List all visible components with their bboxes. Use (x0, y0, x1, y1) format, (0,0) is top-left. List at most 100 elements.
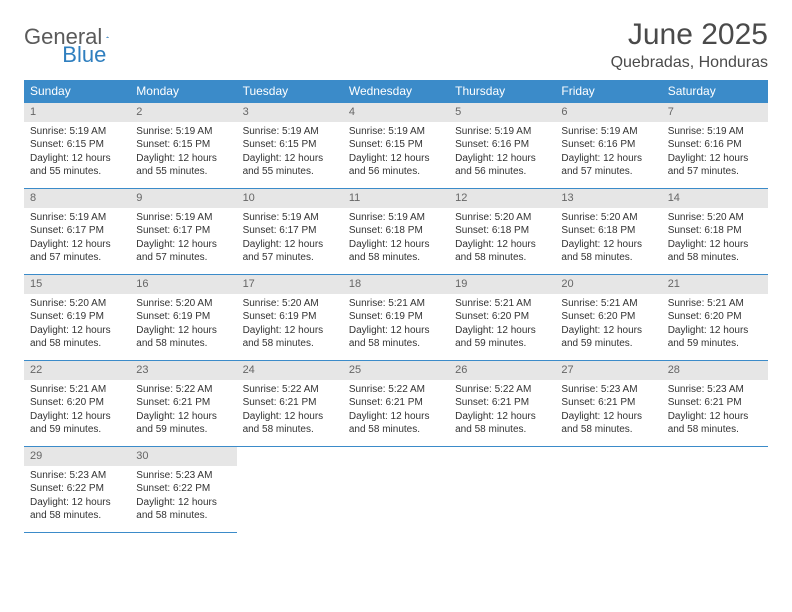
day-body: Sunrise: 5:19 AMSunset: 6:16 PMDaylight:… (555, 122, 661, 183)
calendar-week: 15Sunrise: 5:20 AMSunset: 6:19 PMDayligh… (24, 275, 768, 361)
logo-triangle-icon (106, 29, 109, 45)
day-number: 25 (343, 361, 449, 380)
daylight-line: Daylight: 12 hours and 55 minutes. (30, 152, 124, 179)
daylight-line: Daylight: 12 hours and 58 minutes. (668, 238, 762, 265)
day-body: Sunrise: 5:22 AMSunset: 6:21 PMDaylight:… (343, 380, 449, 441)
day-body: Sunrise: 5:20 AMSunset: 6:19 PMDaylight:… (24, 294, 130, 355)
sunset-line: Sunset: 6:15 PM (349, 138, 443, 152)
sunrise-line: Sunrise: 5:21 AM (30, 383, 124, 397)
day-body: Sunrise: 5:19 AMSunset: 6:15 PMDaylight:… (24, 122, 130, 183)
day-number: 24 (237, 361, 343, 380)
col-header: Sunday (24, 80, 130, 103)
daylight-line: Daylight: 12 hours and 57 minutes. (668, 152, 762, 179)
day-number: 22 (24, 361, 130, 380)
calendar-day: 4Sunrise: 5:19 AMSunset: 6:15 PMDaylight… (343, 103, 449, 189)
day-number: 27 (555, 361, 661, 380)
calendar-day: 7Sunrise: 5:19 AMSunset: 6:16 PMDaylight… (662, 103, 768, 189)
daylight-line: Daylight: 12 hours and 58 minutes. (136, 324, 230, 351)
header: General Blue June 2025 Quebradas, Hondur… (24, 18, 768, 72)
calendar-day: 10Sunrise: 5:19 AMSunset: 6:17 PMDayligh… (237, 189, 343, 275)
sunrise-line: Sunrise: 5:19 AM (243, 211, 337, 225)
sunset-line: Sunset: 6:21 PM (349, 396, 443, 410)
sunset-line: Sunset: 6:21 PM (561, 396, 655, 410)
sunrise-line: Sunrise: 5:23 AM (136, 469, 230, 483)
daylight-line: Daylight: 12 hours and 58 minutes. (561, 238, 655, 265)
day-number: 16 (130, 275, 236, 294)
day-body: Sunrise: 5:21 AMSunset: 6:20 PMDaylight:… (449, 294, 555, 355)
calendar-day (449, 447, 555, 533)
sunset-line: Sunset: 6:18 PM (349, 224, 443, 238)
daylight-line: Daylight: 12 hours and 59 minutes. (668, 324, 762, 351)
sunrise-line: Sunrise: 5:19 AM (30, 211, 124, 225)
day-number: 3 (237, 103, 343, 122)
sunset-line: Sunset: 6:18 PM (455, 224, 549, 238)
sunrise-line: Sunrise: 5:19 AM (455, 125, 549, 139)
calendar-day: 11Sunrise: 5:19 AMSunset: 6:18 PMDayligh… (343, 189, 449, 275)
day-body: Sunrise: 5:19 AMSunset: 6:16 PMDaylight:… (662, 122, 768, 183)
sunrise-line: Sunrise: 5:22 AM (243, 383, 337, 397)
day-number: 12 (449, 189, 555, 208)
day-number: 5 (449, 103, 555, 122)
calendar-day: 3Sunrise: 5:19 AMSunset: 6:15 PMDaylight… (237, 103, 343, 189)
day-number: 10 (237, 189, 343, 208)
calendar-day: 30Sunrise: 5:23 AMSunset: 6:22 PMDayligh… (130, 447, 236, 533)
daylight-line: Daylight: 12 hours and 58 minutes. (136, 496, 230, 523)
day-number: 20 (555, 275, 661, 294)
col-header: Saturday (662, 80, 768, 103)
calendar-week: 29Sunrise: 5:23 AMSunset: 6:22 PMDayligh… (24, 447, 768, 533)
day-number: 6 (555, 103, 661, 122)
calendar-table: SundayMondayTuesdayWednesdayThursdayFrid… (24, 80, 768, 533)
daylight-line: Daylight: 12 hours and 58 minutes. (349, 410, 443, 437)
daylight-line: Daylight: 12 hours and 57 minutes. (243, 238, 337, 265)
day-number: 21 (662, 275, 768, 294)
calendar-day: 21Sunrise: 5:21 AMSunset: 6:20 PMDayligh… (662, 275, 768, 361)
sunset-line: Sunset: 6:21 PM (668, 396, 762, 410)
daylight-line: Daylight: 12 hours and 56 minutes. (455, 152, 549, 179)
calendar-day: 23Sunrise: 5:22 AMSunset: 6:21 PMDayligh… (130, 361, 236, 447)
sunset-line: Sunset: 6:16 PM (455, 138, 549, 152)
day-body: Sunrise: 5:20 AMSunset: 6:19 PMDaylight:… (237, 294, 343, 355)
sunrise-line: Sunrise: 5:22 AM (455, 383, 549, 397)
daylight-line: Daylight: 12 hours and 58 minutes. (561, 410, 655, 437)
sunset-line: Sunset: 6:19 PM (136, 310, 230, 324)
sunset-line: Sunset: 6:21 PM (243, 396, 337, 410)
sunrise-line: Sunrise: 5:19 AM (349, 211, 443, 225)
sunset-line: Sunset: 6:19 PM (349, 310, 443, 324)
day-body: Sunrise: 5:20 AMSunset: 6:19 PMDaylight:… (130, 294, 236, 355)
calendar-day (237, 447, 343, 533)
day-number: 4 (343, 103, 449, 122)
daylight-line: Daylight: 12 hours and 59 minutes. (561, 324, 655, 351)
sunset-line: Sunset: 6:18 PM (668, 224, 762, 238)
sunset-line: Sunset: 6:21 PM (136, 396, 230, 410)
day-number: 11 (343, 189, 449, 208)
day-number: 9 (130, 189, 236, 208)
calendar-day: 25Sunrise: 5:22 AMSunset: 6:21 PMDayligh… (343, 361, 449, 447)
day-number: 1 (24, 103, 130, 122)
day-body: Sunrise: 5:23 AMSunset: 6:22 PMDaylight:… (24, 466, 130, 527)
calendar-day: 12 Sunrise: 5:20 AMSunset: 6:18 PMDayligh… (449, 189, 555, 275)
calendar-day (555, 447, 661, 533)
daylight-line: Daylight: 12 hours and 58 minutes. (455, 238, 549, 265)
col-header: Tuesday (237, 80, 343, 103)
sunset-line: Sunset: 6:15 PM (136, 138, 230, 152)
sunrise-line: Sunrise: 5:20 AM (561, 211, 655, 225)
sunrise-line: Sunrise: 5:19 AM (668, 125, 762, 139)
sunset-line: Sunset: 6:20 PM (455, 310, 549, 324)
sunrise-line: Sunrise: 5:23 AM (668, 383, 762, 397)
sunset-line: Sunset: 6:17 PM (136, 224, 230, 238)
day-body: Sunrise: 5:23 AMSunset: 6:21 PMDaylight:… (555, 380, 661, 441)
sunrise-line: Sunrise: 5:20 AM (455, 211, 549, 225)
sunset-line: Sunset: 6:22 PM (30, 482, 124, 496)
col-header: Friday (555, 80, 661, 103)
day-number: 28 (662, 361, 768, 380)
daylight-line: Daylight: 12 hours and 57 minutes. (30, 238, 124, 265)
day-body: Sunrise: 5:19 AMSunset: 6:17 PMDaylight:… (24, 208, 130, 269)
title-block: June 2025 Quebradas, Honduras (611, 18, 768, 72)
sunset-line: Sunset: 6:20 PM (668, 310, 762, 324)
day-number: 26 (449, 361, 555, 380)
daylight-line: Daylight: 12 hours and 59 minutes. (136, 410, 230, 437)
sunset-line: Sunset: 6:20 PM (561, 310, 655, 324)
sunset-line: Sunset: 6:19 PM (30, 310, 124, 324)
day-number: 17 (237, 275, 343, 294)
sunrise-line: Sunrise: 5:21 AM (349, 297, 443, 311)
